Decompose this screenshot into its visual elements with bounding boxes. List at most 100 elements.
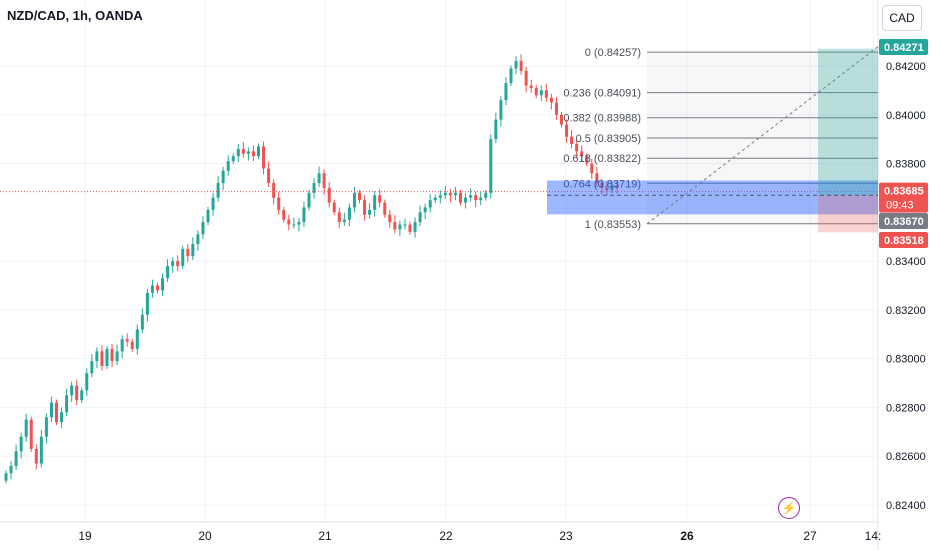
candle-body	[282, 209, 286, 220]
time-tick-label: 21	[318, 529, 332, 543]
price-badge	[879, 182, 928, 213]
candle-body	[267, 168, 271, 184]
price-badge	[879, 232, 928, 248]
candle-body	[95, 351, 99, 362]
candle-body	[4, 473, 8, 481]
time-tick-label: 26	[680, 529, 694, 543]
candle-body	[262, 146, 266, 169]
candle-body	[221, 170, 225, 184]
candle-body	[216, 183, 220, 198]
candle-body	[70, 385, 74, 396]
candle-body	[570, 136, 574, 145]
candle-body	[120, 339, 124, 352]
price-badge	[879, 39, 928, 55]
candle-body	[34, 448, 38, 464]
candle-body	[352, 192, 356, 208]
candle-body	[105, 348, 109, 366]
candle-body	[347, 207, 351, 220]
price-tick-label: 0.82800	[886, 402, 926, 414]
candle-body	[272, 183, 276, 198]
candle-body	[9, 465, 13, 474]
candle-body	[327, 187, 331, 203]
price-tick-label: 0.83200	[886, 305, 926, 317]
trend-diagonal	[646, 46, 879, 225]
candle-body	[115, 351, 119, 362]
candle-body	[398, 224, 402, 230]
candle-body	[231, 156, 235, 162]
profit-zone	[818, 48, 878, 196]
candle-body	[181, 248, 185, 266]
time-tick-label: 23	[559, 529, 573, 543]
candle-body	[433, 197, 437, 201]
candle-body	[292, 224, 296, 226]
currency-button[interactable]: CAD	[882, 5, 922, 31]
candle-body	[277, 197, 281, 210]
candle-body	[484, 192, 488, 198]
candle-body	[302, 207, 306, 223]
candle-body	[226, 161, 230, 171]
candle-body	[529, 85, 533, 88]
candle-body	[453, 192, 457, 196]
candle-body	[307, 192, 311, 208]
candle-body	[383, 202, 387, 215]
price-badge-label: 0.84271	[884, 42, 924, 54]
candle-body	[39, 436, 43, 464]
candle-body	[443, 192, 447, 196]
fib-level-label: 0 (0.84257)	[585, 47, 641, 59]
candle-body	[251, 151, 255, 157]
candle-body	[145, 292, 149, 315]
candle-body	[605, 187, 609, 191]
candle-body	[378, 195, 382, 203]
price-badge-label: 0.83518	[884, 235, 924, 247]
candle-body	[549, 97, 553, 103]
candle-body	[257, 146, 260, 157]
price-badge-label: 0.83685	[884, 186, 924, 198]
candle-body	[156, 285, 159, 291]
time-tick-label: 19	[78, 529, 92, 543]
candle-body	[80, 390, 84, 401]
lightning-icon[interactable]: ⚡	[778, 497, 800, 519]
candle-body	[211, 197, 215, 210]
candle-body	[418, 212, 422, 223]
candle-body	[161, 278, 165, 291]
fib-level-label: 0.764 (0.83719)	[563, 178, 641, 190]
candle-body	[469, 195, 473, 198]
candle-body	[479, 197, 483, 201]
candle-body	[55, 402, 58, 423]
candle-body	[428, 200, 432, 208]
price-tick-label: 0.83400	[886, 256, 926, 268]
symbol-title: NZD/CAD, 1h, OANDA	[7, 8, 143, 23]
candle-body	[176, 261, 180, 266]
candle-body	[65, 395, 69, 413]
candle-body	[90, 361, 94, 374]
candle-body	[408, 224, 412, 232]
fib-level-label: 0.236 (0.84091)	[563, 88, 641, 100]
candle-body	[186, 248, 190, 257]
candle-body	[403, 224, 407, 226]
countdown-label: 09:43	[886, 200, 914, 212]
candle-body	[241, 148, 245, 154]
candle-body	[368, 209, 372, 215]
candle-body	[423, 207, 427, 213]
price-tick-label: 0.84000	[886, 110, 926, 122]
candle-body	[595, 173, 599, 184]
candle-body	[499, 100, 503, 120]
candle-body	[489, 139, 493, 193]
candle-body	[494, 119, 498, 140]
time-tick-label: 27	[803, 529, 817, 543]
candle-body	[509, 68, 513, 84]
candle-body	[100, 351, 104, 366]
candle-body	[49, 402, 53, 418]
candle-body	[287, 219, 291, 225]
time-tick-label: 20	[198, 529, 212, 543]
candle-body	[610, 185, 614, 191]
price-tick-label: 0.84200	[886, 61, 926, 73]
candle-body	[297, 222, 301, 225]
candle-body	[519, 61, 523, 71]
candle-body	[171, 261, 175, 266]
candle-body	[393, 222, 397, 230]
candle-body	[140, 314, 144, 330]
candle-body	[534, 87, 538, 96]
candle-body	[363, 200, 367, 215]
